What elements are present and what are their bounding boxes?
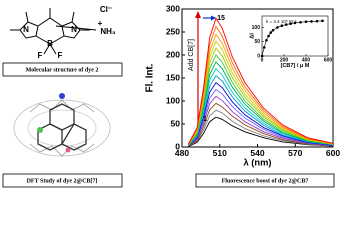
bond: [55, 25, 97, 31]
data-point: [276, 26, 279, 29]
caption-box: [2, 173, 123, 188]
data-point: [271, 28, 275, 32]
y-tick-label: 300: [166, 3, 180, 13]
data-point: [289, 22, 292, 26]
spectrum-line: [187, 61, 334, 146]
y-tick-label: 200: [166, 49, 180, 59]
spectrum-line: [187, 54, 334, 146]
data-point: [310, 20, 313, 23]
x-tick-label: 600: [326, 148, 340, 158]
x-tick-label: 510: [213, 148, 227, 158]
y-axis-label: ΔI: [250, 33, 256, 39]
data-point: [299, 20, 302, 24]
atom-label: B: [47, 39, 53, 48]
x-tick-label: 400: [302, 57, 311, 63]
spectrum-line: [188, 95, 334, 147]
annotation: 15: [217, 15, 225, 22]
y-tick-label: 100: [252, 25, 261, 31]
data-point: [265, 38, 268, 42]
arrow-head: [195, 11, 201, 18]
annotation: Add CB[7]: [188, 39, 195, 71]
x-tick-label: 540: [250, 148, 264, 158]
plot-frame: [261, 15, 329, 57]
caption: DFT Study of dye 2@CB[7]: [27, 178, 98, 184]
annotation: 1: [203, 116, 207, 123]
spectrum-line: [188, 88, 334, 146]
atom-label: +: [98, 19, 103, 28]
x-tick-label: 570: [288, 148, 302, 158]
spectrum-line: [188, 109, 334, 147]
atom-label: N: [23, 25, 29, 34]
arrow-head: [211, 15, 216, 21]
data-point: [260, 54, 264, 58]
spectrum-line: [187, 75, 334, 146]
x-tick-label: 600: [324, 57, 333, 63]
x-axis-label: [CB7] / μ M: [281, 63, 310, 69]
spectrum-line: [187, 47, 334, 146]
inset-annotation: k = 4.4 10⁵ M⁻¹: [266, 19, 297, 24]
caption: Fluorescence boost of dye 2@CB7: [222, 178, 309, 184]
spectrum-line: [188, 102, 334, 147]
figure: Molecular structure of dye 2 DFT Study o…: [2, 3, 340, 188]
page: {"panels": { "molecule": {"labels": ["N"…: [2, 3, 341, 188]
atom-label: F: [58, 51, 63, 60]
x-tick-label: 200: [280, 57, 289, 63]
y-tick-label: 100: [166, 95, 180, 105]
spectrum-line: [187, 33, 334, 145]
caption-box: [195, 173, 335, 188]
x-axis-label: λ (nm): [243, 158, 271, 168]
y-tick-label: 50: [171, 118, 181, 128]
fit-line: [261, 20, 323, 57]
spectrum-line: [188, 116, 334, 147]
data-point: [315, 19, 319, 23]
x-tick-label: 480: [175, 148, 189, 158]
caption-box: [2, 62, 123, 77]
y-tick-label: 250: [166, 26, 180, 36]
spectrum-line: [187, 40, 334, 145]
atom-label: NH₃: [100, 27, 116, 36]
data-point: [284, 23, 288, 26]
data-point: [304, 20, 308, 24]
molecule-drawing: [10, 8, 90, 55]
data-point: [262, 46, 266, 49]
y-tick-label: 150: [166, 72, 180, 82]
data-point: [269, 31, 273, 34]
y-tick-label: 50: [254, 39, 260, 45]
x-tick-label: 0: [261, 57, 264, 63]
atom-label: N: [71, 25, 77, 34]
y-tick-label: 0: [175, 141, 180, 151]
atom-label: F: [38, 51, 43, 60]
data-point: [293, 21, 297, 25]
spectrum-line: [187, 68, 334, 146]
caption: Molecular structure of dye 2: [26, 67, 99, 73]
dft-drawing: [13, 93, 111, 157]
data-point: [280, 24, 284, 28]
spectrum-line: [187, 17, 334, 145]
data-point: [321, 19, 324, 23]
spectrum-line: [187, 25, 334, 145]
atom-label: Cl⁻: [100, 5, 112, 14]
data-point: [267, 34, 270, 38]
spectrum-line: [187, 81, 334, 146]
y-axis-label: Fl. Int.: [145, 63, 156, 92]
y-tick-label: 0: [257, 53, 260, 59]
